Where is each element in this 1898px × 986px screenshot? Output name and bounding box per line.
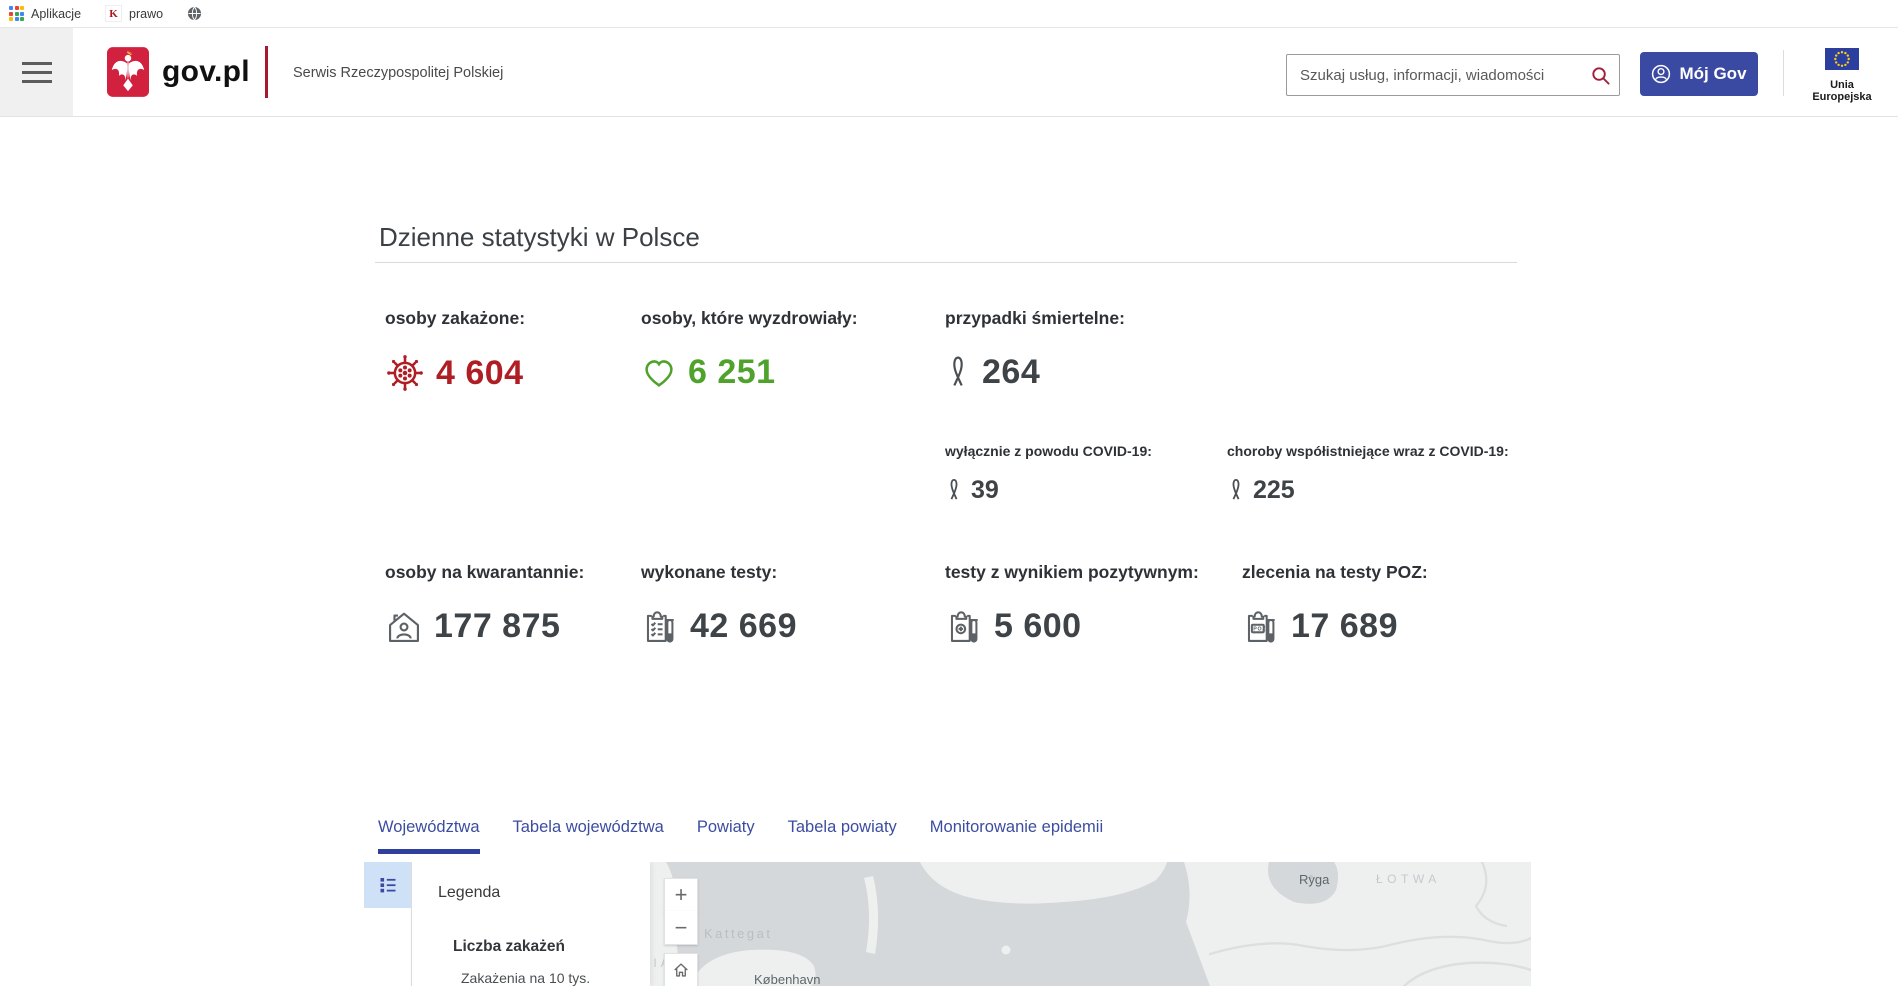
stat-value: 6 251 [688,353,776,391]
ribbon-icon [945,477,963,504]
virus-icon [385,353,425,393]
tab-tabela-wojewodztwa[interactable]: Tabela województwa [512,818,664,836]
map-zoom-out-button[interactable]: − [664,911,698,945]
map-home-button[interactable] [664,953,698,986]
tests-clipboard-icon [641,608,679,646]
govpl-logo[interactable]: gov.pl [107,47,250,97]
legend-list-icon [378,875,398,895]
bookmark-prawo-label: prawo [129,6,164,21]
sub-stat-value: 225 [1253,476,1295,504]
stat-label: zlecenia na testy POZ: [1242,562,1428,582]
map-label-ryga: Ryga [1299,872,1330,887]
moj-gov-button[interactable]: Mój Gov [1640,52,1758,96]
stat-label: przypadki śmiertelne: [945,308,1125,328]
search-icon [1590,65,1611,86]
site-search [1286,54,1620,96]
tab-tabela-powiaty[interactable]: Tabela powiaty [787,818,897,836]
stat-quarantine: osoby na kwarantannie: 177 875 [385,562,584,646]
stat-label: osoby na kwarantannie: [385,562,585,582]
user-circle-icon [1651,64,1671,84]
heart-icon [641,355,677,391]
menu-button[interactable] [0,28,73,116]
header-divider [1783,50,1784,96]
page-title: Dzienne statystyki w Polsce [379,222,700,253]
site-tagline: Serwis Rzeczypospolitej Polskiej [293,65,504,81]
globe-icon [187,6,202,21]
stat-deaths-comorbidities: choroby współistniejące wraz z COVID-19:… [1227,443,1509,505]
tab-wojewodztwa[interactable]: Województwa [378,818,480,854]
poz-test-clipboard-icon: POZ [1242,608,1280,646]
voivodeship-map: Kattegat København DANIA Ryga ŁOTWA Lege… [364,862,1531,986]
apps-grid-icon [9,6,24,21]
stat-infected: osoby zakażone: [385,308,525,393]
svg-text:POZ: POZ [1253,626,1266,632]
quarantine-house-icon [385,608,423,646]
site-header: gov.pl Serwis Rzeczypospolitej Polskiej … [0,28,1898,117]
stat-value: 17 689 [1291,607,1398,645]
stat-label: wykonane testy: [641,562,778,582]
ribbon-icon [945,354,971,392]
stat-value: 42 669 [690,607,797,645]
stat-value: 264 [982,353,1041,391]
bookmark-prawo[interactable]: K prawo [105,5,163,22]
stat-value: 177 875 [434,607,561,645]
stat-recovered: osoby, które wyzdrowiały: 6 251 [641,308,858,392]
map-zoom-in-button[interactable]: + [664,878,698,912]
stat-tests-positive: testy z wynikiem pozytywnym: 5 600 [945,562,1199,646]
hamburger-icon [21,61,52,83]
stat-label: testy z wynikiem pozytywnym: [945,562,1199,582]
search-input[interactable] [1287,66,1581,84]
stat-poz-orders: zlecenia na testy POZ: POZ 17 689 [1242,562,1428,646]
eu-flag-icon [1825,48,1859,70]
legend-item: Zakażenia na 10 tys. [461,970,591,986]
stat-tests-done: wykonane testy: 42 669 [641,562,797,646]
moj-gov-label: Mój Gov [1679,64,1747,83]
k-favicon: K [105,5,123,22]
brand-wordmark: gov.pl [162,55,250,88]
stat-value: 5 600 [994,607,1082,645]
bookmark-apps[interactable]: Aplikacje [9,6,81,21]
sub-stat-label: choroby współistniejące wraz z COVID-19: [1227,443,1509,459]
stat-deaths: przypadki śmiertelne: 264 [945,308,1125,392]
sub-stat-value: 39 [971,476,999,504]
legend-section-title: Liczba zakażeń [453,938,565,955]
brand-divider [265,46,268,98]
browser-bookmarks-bar: Aplikacje K prawo [0,0,1898,28]
stat-value: 4 604 [436,353,524,392]
tab-powiaty[interactable]: Powiaty [696,818,755,836]
tab-monitorowanie-epidemii[interactable]: Monitorowanie epidemii [929,818,1104,836]
ribbon-icon [1227,477,1245,504]
positive-test-clipboard-icon [945,608,983,646]
bookmark-apps-label: Aplikacje [31,6,82,21]
map-legend-panel: Legenda Liczba zakażeń Zakażenia na 10 t… [411,862,650,986]
legend-title: Legenda [438,884,501,901]
bookmark-globe[interactable] [187,6,202,21]
map-label-lotwa: ŁOTWA [1376,872,1441,886]
stat-label: osoby, które wyzdrowiały: [641,308,858,328]
stat-deaths-covid-only: wyłącznie z powodu COVID-19: 39 [945,443,1152,505]
legend-underlay [364,908,411,986]
title-divider [375,262,1517,263]
eagle-crest-icon [107,47,149,97]
map-tabs: Województwa Tabela województwa Powiaty T… [378,818,1103,854]
legend-toggle-button[interactable] [364,862,411,908]
sub-stat-label: wyłącznie z powodu COVID-19: [945,443,1152,459]
home-icon [671,960,691,980]
search-button[interactable] [1581,56,1619,94]
map-label-kobenhavn: København [754,972,821,986]
eu-logo[interactable]: Unia Europejska [1800,48,1884,103]
map-label-kattegat: Kattegat [704,926,772,941]
eu-label: Unia Europejska [1812,79,1872,103]
stat-label: osoby zakażone: [385,308,526,328]
